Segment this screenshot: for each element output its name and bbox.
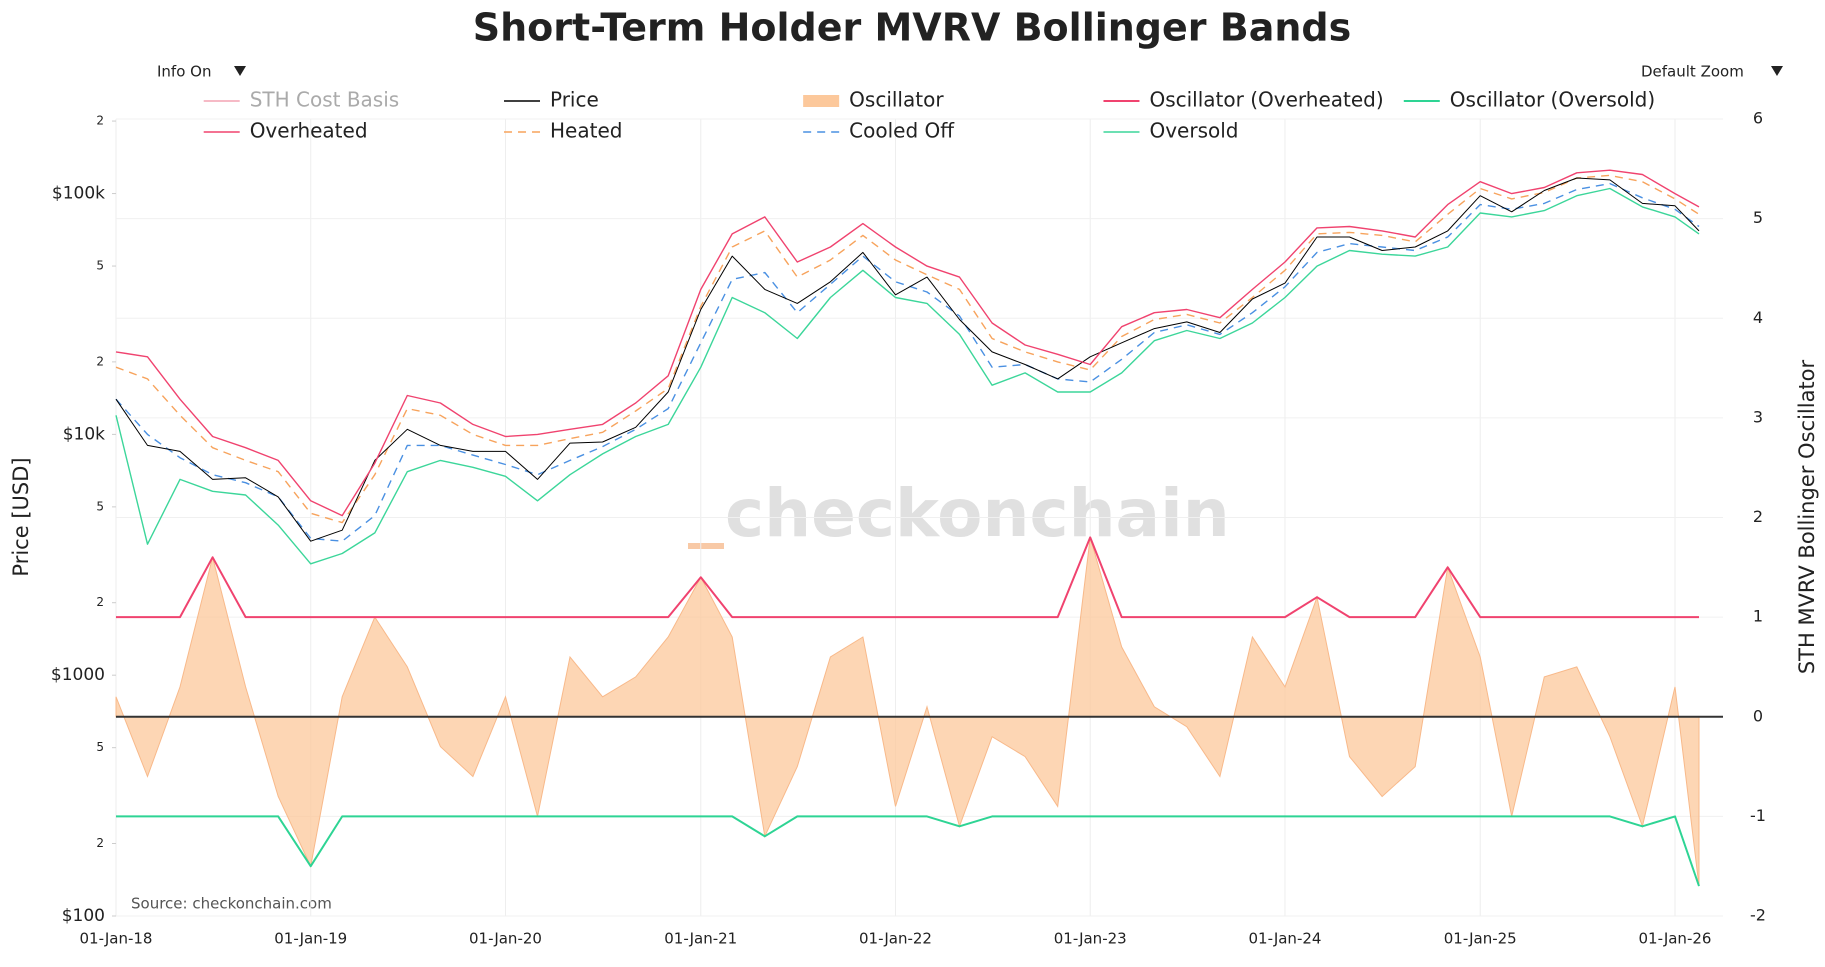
legend-label: Oscillator (Oversold) — [1450, 88, 1655, 112]
x-tick-label: 01-Jan-18 — [80, 930, 153, 948]
y-tick-label: $100k — [52, 184, 105, 204]
y-tick-label: 2 — [96, 836, 104, 850]
x-tick-label: 01-Jan-23 — [1054, 930, 1127, 948]
y-tick-label: 2 — [96, 114, 104, 128]
series-line — [115, 182, 1700, 542]
source-note: Source: checkonchain.com — [131, 895, 332, 913]
dropdown-label[interactable]: Default Zoom — [1641, 63, 1744, 81]
x-tick-label: 01-Jan-26 — [1638, 930, 1711, 948]
y2-tick-label: 6 — [1753, 109, 1763, 128]
y-tick-label: 5 — [96, 499, 104, 513]
info-dropdown[interactable]: Info On — [157, 63, 246, 81]
y-tick-label: 5 — [96, 259, 104, 273]
y2-tick-label: 2 — [1753, 507, 1763, 526]
legend-label: Price — [550, 88, 599, 112]
y-axis-title: Price [USD] — [9, 457, 33, 576]
chart-title: Short-Term Holder MVRV Bollinger Bands — [473, 6, 1351, 50]
y-tick-label: 2 — [96, 595, 104, 609]
series-line — [116, 815, 1700, 887]
zoom-dropdown[interactable]: Default Zoom — [1641, 63, 1783, 81]
legend: STH Cost Basis Price Oscillator Oscillator … — [203, 88, 1655, 143]
x-tick-label: 01-Jan-25 — [1444, 930, 1517, 948]
y2-tick-label: 3 — [1753, 407, 1763, 426]
plot-area — [115, 169, 1700, 887]
series-line — [115, 187, 1700, 565]
series-line — [115, 174, 1700, 524]
legend-label: Oscillator (Overheated) — [1149, 88, 1383, 112]
legend-label: Cooled Off — [849, 119, 955, 143]
y-tick-label: $1000 — [51, 665, 105, 685]
legend-label: Oversold — [1149, 119, 1238, 143]
series-line — [116, 536, 1699, 619]
y2-tick-label: 0 — [1753, 706, 1763, 725]
y2-tick-label: 4 — [1753, 308, 1763, 327]
y-tick-label: 5 — [96, 740, 104, 754]
series-line — [115, 177, 1700, 542]
watermark-text: checkonchain — [725, 475, 1230, 552]
x-tick-label: 01-Jan-21 — [664, 930, 737, 948]
dropdown-arrow[interactable] — [234, 66, 246, 76]
watermark: checkonchain — [688, 475, 1230, 552]
legend-label: Heated — [550, 119, 622, 143]
legend-label: Oscillator — [849, 88, 944, 112]
y2-tick-label: -1 — [1750, 806, 1766, 825]
grid — [112, 118, 1723, 917]
y2-axis-title: STH MVRV Bollinger Oscillator — [1795, 359, 1819, 674]
y2-tick-label: 5 — [1753, 208, 1763, 227]
y-tick-label: $10k — [63, 424, 105, 444]
y-tick-label: 2 — [96, 354, 104, 368]
legend-label: STH Cost Basis — [250, 88, 400, 112]
dropdown-arrow[interactable] — [1771, 66, 1783, 76]
x-tick-label: 01-Jan-20 — [469, 930, 542, 948]
watermark-underscore — [688, 543, 724, 549]
x-tick-label: 01-Jan-24 — [1248, 930, 1321, 948]
x-tick-label: 01-Jan-19 — [274, 930, 347, 948]
legend-label: Overheated — [250, 119, 368, 143]
series-line — [115, 169, 1700, 517]
x-tick-label: 01-Jan-22 — [859, 930, 932, 948]
dropdown-label[interactable]: Info On — [157, 63, 211, 81]
y-tick-label: $100 — [62, 906, 105, 926]
y2-tick-label: -2 — [1750, 906, 1766, 925]
legend-swatch — [803, 95, 840, 107]
y2-tick-label: 1 — [1753, 607, 1763, 626]
